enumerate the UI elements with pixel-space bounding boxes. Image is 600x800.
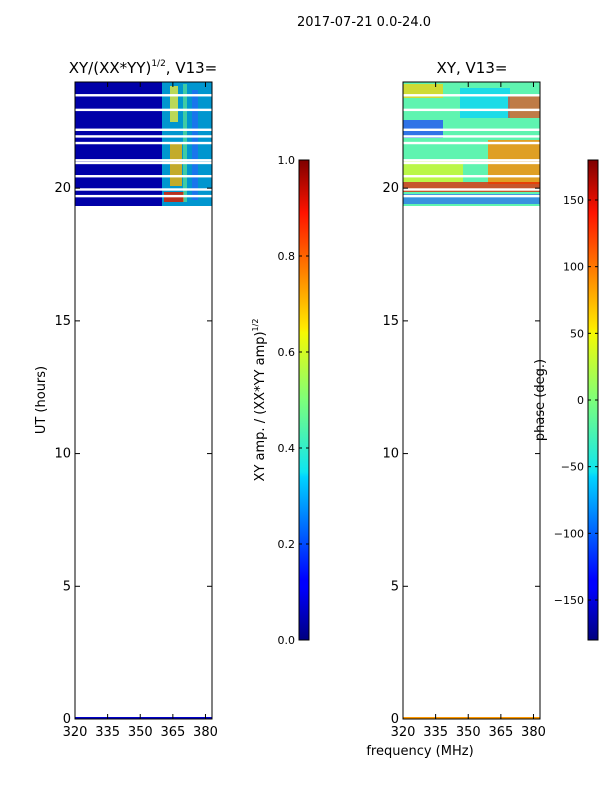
y-tick-label: 0 [63, 712, 71, 727]
phase-heatmap-patch-6 [403, 182, 540, 192]
phase-gaps [403, 94, 540, 198]
amp-heatmap-hot-2 [170, 144, 182, 186]
heatmap-gap-row [75, 94, 212, 97]
x-tick-label: 380 [193, 725, 218, 740]
phase-yticks: 0 5 10 15 20 [382, 181, 540, 727]
colorbar-tick-label: 0.0 [278, 634, 296, 647]
colorbar-tick-label: 0.8 [278, 250, 296, 263]
heatmap-gap-row [75, 159, 212, 162]
phase-panel: XY, V13= 0 5 10 15 20 320 335 350 365 380 freque… [366, 59, 546, 759]
x-tick-label: 365 [488, 725, 513, 740]
heatmap-gap-row [403, 94, 540, 97]
x-tick-label: 320 [63, 725, 88, 740]
heatmap-gap-row [403, 188, 540, 191]
y-tick-label: 20 [54, 181, 71, 196]
heatmap-gap-row [403, 135, 540, 138]
amp-colorbar: 0.0 0.2 0.4 0.6 0.8 1.0 XY amp. / (XX*YY amp)… [251, 154, 310, 647]
x-tick-label: 380 [521, 725, 546, 740]
y-tick-label: 10 [54, 447, 71, 462]
amp-colorbar-gradient [298, 159, 310, 641]
colorbar-tick-label: −50 [561, 461, 584, 474]
colorbar-tick-label: 0.4 [278, 442, 296, 455]
y-tick-label: 15 [54, 314, 71, 329]
heatmap-gap-row [75, 135, 212, 138]
heatmap-gap-row [403, 128, 540, 131]
phase-colorbar: −150 −100 −50 0 50 100 150 phase (deg.) [533, 159, 599, 641]
heatmap-gap-row [75, 141, 212, 145]
amp-xticks: 320 335 350 365 380 [63, 82, 218, 740]
heatmap-gap-row [75, 194, 212, 198]
colorbar-tick-label: −100 [554, 527, 584, 540]
heatmap-gap-row [75, 175, 212, 178]
heatmap-gap-row [403, 175, 540, 178]
amp-colorbar-ticks: 0.0 0.2 0.4 0.6 0.8 1.0 [278, 154, 309, 647]
heatmap-gap-row [403, 194, 540, 198]
amp-gaps [75, 94, 212, 198]
phase-axes-frame [402, 81, 541, 720]
colorbar-tick-label: 100 [563, 261, 584, 274]
phase-heatmap-patch-8 [508, 96, 540, 118]
heatmap-gap-row [403, 159, 540, 162]
heatmap-gap-row [75, 108, 212, 112]
heatmap-gap-row [403, 141, 540, 145]
colorbar-tick-label: 150 [563, 194, 584, 207]
amp-heatmap-hot-1 [170, 86, 178, 122]
amp-heatmap [75, 82, 212, 719]
phase-xticks: 320 335 350 365 380 [391, 82, 546, 740]
x-tick-label: 335 [95, 725, 120, 740]
phase-heatmap [403, 82, 540, 719]
figure-suptitle: 2017-07-21 0.0-24.0 [297, 15, 431, 30]
phase-panel-title: XY, V13= [437, 59, 508, 77]
phase-heatmap-patch-2 [460, 88, 510, 118]
amp-panel: XY/(XX*YY)1/2, V13= 0 5 10 15 20 320 335 350 36… [34, 59, 218, 740]
amp-heatmap-stripe-a [192, 90, 198, 200]
y-tick-label: 20 [382, 181, 399, 196]
heatmap-gap-row [75, 161, 212, 165]
phase-heatmap-patch-7 [403, 194, 540, 204]
heatmap-gap-row [75, 128, 212, 131]
colorbar-tick-label: 0.2 [278, 538, 296, 551]
amp-yticks: 0 5 10 15 20 [54, 181, 212, 727]
shared-xlabel: frequency (MHz) [366, 744, 473, 759]
colorbar-tick-label: 0.6 [278, 346, 296, 359]
phase-colorbar-label: phase (deg.) [533, 359, 548, 441]
x-tick-label: 350 [456, 725, 481, 740]
amp-panel-title: XY/(XX*YY)1/2, V13= [69, 59, 218, 77]
y-tick-label: 5 [63, 579, 71, 594]
amp-colorbar-label: XY amp. / (XX*YY amp)1/2 [251, 319, 268, 482]
x-tick-label: 320 [391, 725, 416, 740]
heatmap-gap-row [403, 108, 540, 112]
y-tick-label: 10 [382, 447, 399, 462]
colorbar-tick-label: −150 [554, 594, 584, 607]
x-tick-label: 365 [160, 725, 185, 740]
colorbar-tick-label: 50 [570, 327, 584, 340]
colorbar-tick-label: 0 [577, 394, 584, 407]
phase-heatmap-bottom-row [403, 717, 540, 719]
y-tick-label: 5 [391, 579, 399, 594]
amp-heatmap-bottom-row [75, 717, 212, 719]
y-tick-label: 15 [382, 314, 399, 329]
x-tick-label: 350 [128, 725, 153, 740]
amp-axes-frame [74, 81, 213, 720]
colorbar-tick-label: 1.0 [278, 154, 296, 167]
amp-ylabel: UT (hours) [34, 366, 49, 434]
heatmap-gap-row [75, 188, 212, 191]
heatmap-gap-row [403, 161, 540, 165]
x-tick-label: 335 [423, 725, 448, 740]
y-tick-label: 0 [391, 712, 399, 727]
phase-colorbar-ticks: −150 −100 −50 0 50 100 150 [554, 194, 598, 607]
